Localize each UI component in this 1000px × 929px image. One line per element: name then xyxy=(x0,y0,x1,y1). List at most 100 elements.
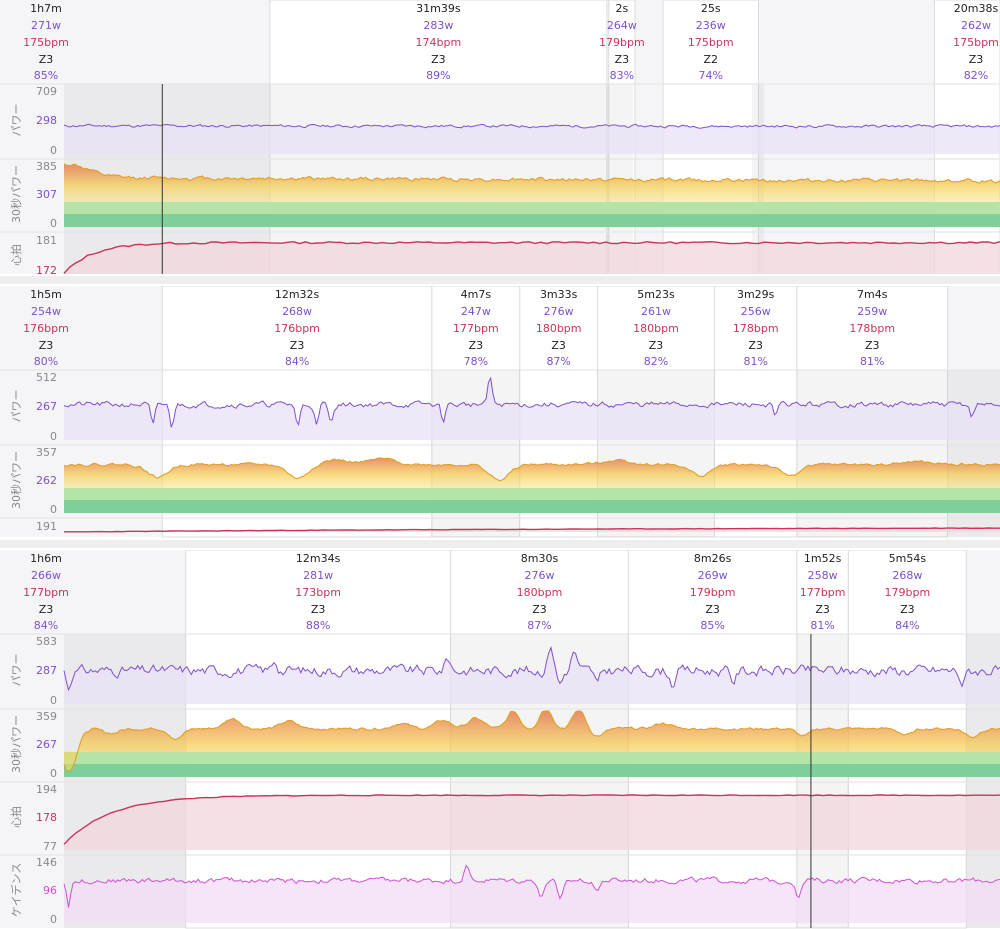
track-label: 心拍 xyxy=(9,244,23,266)
series-line xyxy=(63,457,1000,482)
series-area xyxy=(64,241,1000,274)
summary-hr: 177bpm xyxy=(23,586,69,599)
lap-zone: Z2 xyxy=(704,53,719,66)
lap-zone: Z3 xyxy=(615,53,630,66)
lap-duration: 7m4s xyxy=(857,288,888,301)
lap-pct: 81% xyxy=(810,619,834,632)
lap-duration: 5m54s xyxy=(889,552,927,565)
series-area xyxy=(64,865,1000,923)
axis-tick-label: 0 xyxy=(50,430,57,443)
lap-zone: Z3 xyxy=(649,339,664,352)
lap-duration: 2s xyxy=(615,2,628,15)
lap-hr: 180bpm xyxy=(633,322,679,335)
axis-tick-label: 357 xyxy=(36,446,57,459)
axis-tick-label: 178 xyxy=(36,811,57,824)
lap-power: 268w xyxy=(282,305,312,318)
zone-band-lightgreen xyxy=(64,487,1000,500)
lap-duration: 12m32s xyxy=(275,288,320,301)
lap-pct: 84% xyxy=(895,619,919,632)
axis-tick-label: 0 xyxy=(50,767,57,780)
summary-power: 271w xyxy=(31,19,61,32)
series-line xyxy=(63,864,1000,908)
summary-zone: Z3 xyxy=(39,53,54,66)
axis-tick-label: 709 xyxy=(36,85,57,98)
lap-hr: 175bpm xyxy=(688,36,734,49)
series-line xyxy=(63,163,1000,184)
summary-power: 266w xyxy=(31,569,61,582)
series-line xyxy=(63,645,1000,692)
series-area xyxy=(64,711,1000,772)
lap-power: 269w xyxy=(698,569,728,582)
axis-tick-label: 0 xyxy=(50,503,57,516)
lap-duration: 3m33s xyxy=(540,288,578,301)
axis-tick-label: 77 xyxy=(43,840,57,853)
axis-tick-label: 0 xyxy=(50,913,57,926)
summary-duration: 1h7m xyxy=(30,2,62,15)
lap-hr: 173bpm xyxy=(295,586,341,599)
summary-zone: Z3 xyxy=(39,339,54,352)
lap-hr: 179bpm xyxy=(690,586,736,599)
series-area xyxy=(64,647,1000,704)
summary-pct: 84% xyxy=(34,619,58,632)
series-line xyxy=(64,527,1000,533)
lap-duration: 1m52s xyxy=(804,552,842,565)
axis-tick-label: 172 xyxy=(36,264,57,274)
chart-panel-2: 1h5m 254w 176bpm Z3 80% 12m32s 268w 176bpm Z3 84%… xyxy=(0,286,1000,538)
lap-duration: 25s xyxy=(701,2,721,15)
axis-tick-label: 146 xyxy=(36,856,57,869)
lap-zone: Z3 xyxy=(900,603,915,616)
axis-tick-label: 262 xyxy=(36,474,57,487)
lap-duration: 5m23s xyxy=(637,288,675,301)
lap-hr: 177bpm xyxy=(453,322,499,335)
lap-zone: Z3 xyxy=(431,53,446,66)
lap-hr: 174bpm xyxy=(416,36,462,49)
axis-tick-label: 267 xyxy=(36,400,57,413)
lap-duration: 3m29s xyxy=(737,288,775,301)
lap-pct: 87% xyxy=(546,355,570,368)
axis-tick-label: 191 xyxy=(36,520,57,533)
lap-power: 256w xyxy=(741,305,771,318)
series-line xyxy=(63,794,1000,845)
lap-zone: Z3 xyxy=(551,339,566,352)
chart-panel-1: 1h7m 271w 175bpm Z3 85% 31m39s 283w 174bpm Z3 89%… xyxy=(0,0,1000,274)
track-label: パワー xyxy=(10,390,23,423)
lap-pct: 81% xyxy=(743,355,767,368)
lap-zone: Z3 xyxy=(748,339,763,352)
lap-duration: 4m7s xyxy=(461,288,492,301)
lap-power: 264w xyxy=(607,19,637,32)
lap-duration: 31m39s xyxy=(416,2,461,15)
zone-band-lightgreen xyxy=(64,201,1000,214)
axis-tick-label: 267 xyxy=(36,738,57,751)
axis-tick-label: 194 xyxy=(36,783,57,796)
series-line xyxy=(63,240,1000,274)
lap-power: 261w xyxy=(641,305,671,318)
summary-power: 254w xyxy=(31,305,61,318)
lap-power: 247w xyxy=(461,305,491,318)
track-label: パワー xyxy=(10,104,23,137)
track-label: 30秒パワー xyxy=(9,715,23,773)
chart-panel-2-svg: 1h5m 254w 176bpm Z3 80% 12m32s 268w 176bpm Z3 84%… xyxy=(0,286,1000,538)
lap-power: 281w xyxy=(303,569,333,582)
lap-zone: Z3 xyxy=(469,339,484,352)
axis-tick-label: 512 xyxy=(36,371,57,384)
lap-power: 268w xyxy=(892,569,922,582)
lap-zone: Z3 xyxy=(705,603,720,616)
lap-pct: 81% xyxy=(860,355,884,368)
axis-tick-label: 287 xyxy=(36,664,57,677)
lap-hr: 179bpm xyxy=(599,36,645,49)
series-line xyxy=(63,710,1000,772)
lap-power: 259w xyxy=(857,305,887,318)
lap-duration: 12m34s xyxy=(296,552,341,565)
axis-tick-label: 181 xyxy=(36,234,57,247)
lap-power: 236w xyxy=(696,19,726,32)
axis-tick-label: 359 xyxy=(36,710,57,723)
panel-separator xyxy=(0,540,1000,548)
lap-power: 262w xyxy=(961,19,991,32)
lap-zone: Z3 xyxy=(290,339,305,352)
lap-zone: Z3 xyxy=(815,603,830,616)
series-area xyxy=(64,794,1000,850)
track-label: ケイデンス xyxy=(9,863,23,918)
lap-pct: 84% xyxy=(285,355,309,368)
axis-tick-label: 0 xyxy=(50,694,57,707)
lap-power: 283w xyxy=(423,19,453,32)
